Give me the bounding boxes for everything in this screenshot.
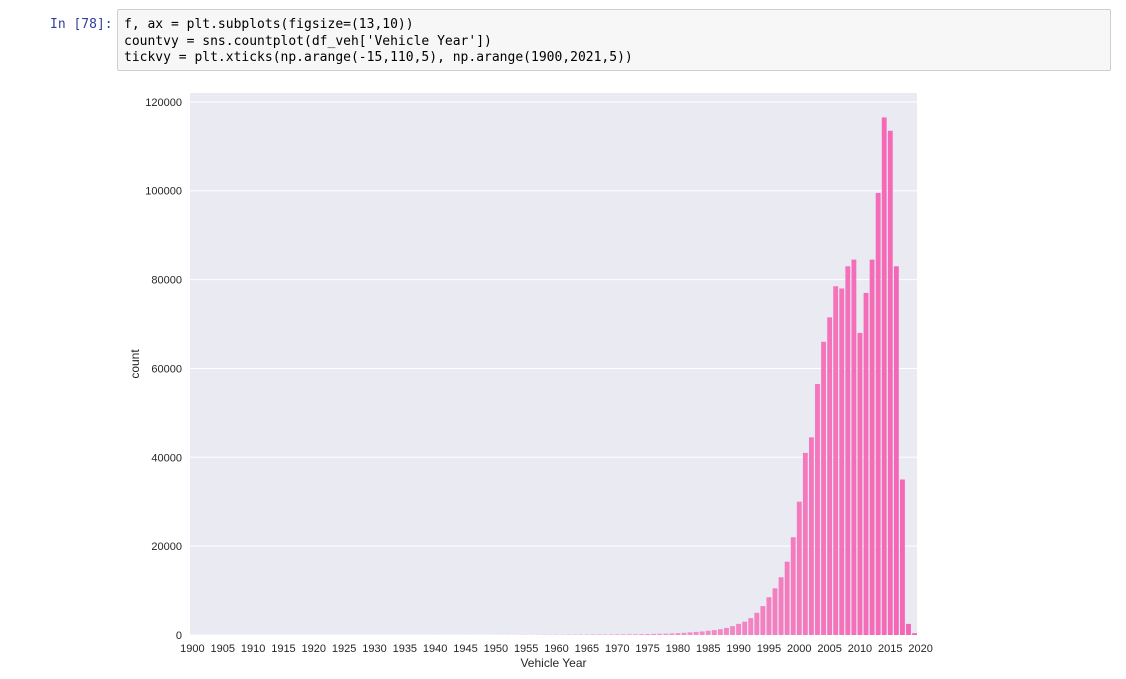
bar-2005 [827,317,833,635]
bar-1992 [748,618,754,635]
bar-1983 [693,631,699,635]
cell-prompt: In [78]: [50,17,113,32]
bar-1979 [669,633,675,635]
bar-1994 [760,606,766,635]
countplot-chart: 0 20000 40000 60000 80000 100000 120000 1900 190… [128,93,933,670]
x-tick-label: 1930 [362,643,386,655]
x-tick-label: 1965 [575,643,599,655]
bar-1995 [766,597,772,635]
bar-1967 [596,634,602,635]
bar-1981 [681,632,687,635]
bar-2008 [845,266,851,635]
x-tick-label: 1915 [271,643,295,655]
bar-2012 [869,259,875,635]
y-axis-label: count [128,349,142,379]
bar-1974 [639,634,644,635]
x-tick-label: 2020 [908,643,932,655]
x-tick-label: 1960 [544,643,568,655]
x-tick-label: 2000 [787,643,811,655]
x-tick-label: 1950 [484,643,508,655]
bar-1989 [730,626,735,635]
bar-1997 [778,577,784,635]
bar-1968 [602,634,608,635]
bar-1978 [663,633,669,635]
bar-1993 [754,612,760,635]
bar-2019 [912,633,917,635]
y-tick-label: 0 [176,630,182,642]
bar-1980 [675,633,681,635]
code-line-1: f, ax = plt.subplots(figsize=(13,10)) [124,17,414,32]
bar-1987 [717,629,723,635]
bar-2003 [815,383,820,635]
x-tick-label: 1900 [180,643,204,655]
bar-2001 [802,452,808,635]
x-tick-label: 1955 [514,643,538,655]
bar-2018 [906,623,911,635]
bar-1977 [657,633,663,635]
y-tick-label: 100000 [145,186,182,198]
x-tick-label: 2010 [848,643,872,655]
code-editor[interactable]: f, ax = plt.subplots(figsize=(13,10)) cou… [124,17,633,67]
bar-1999 [790,537,796,635]
x-tick-label: 1980 [666,643,690,655]
bar-2016 [893,266,899,635]
x-tick-label: 1990 [726,643,750,655]
bar-1972 [626,634,632,635]
x-tick-label: 1945 [453,643,477,655]
code-line-2: countvy = sns.countplot(df_veh['Vehicle … [124,33,492,49]
x-axis-label: Vehicle Year [520,656,586,670]
bar-2013 [875,192,881,635]
bar-1971 [620,634,626,635]
bar-2007 [839,288,845,635]
x-tick-label: 2015 [878,643,902,655]
y-tick-label: 80000 [151,275,182,287]
bar-2014 [881,117,887,635]
bar-1973 [632,634,638,635]
y-tick-label: 40000 [151,452,182,464]
bar-1998 [784,561,790,635]
bar-2011 [863,292,869,635]
bar-1969 [608,634,614,635]
bar-2009 [851,259,857,635]
bar-1986 [711,630,717,635]
bar-1996 [772,588,778,635]
x-tick-label: 1985 [696,643,720,655]
x-tick-label: 1975 [635,643,659,655]
x-tick-label: 1905 [211,643,235,655]
bar-1991 [742,621,748,635]
bar-2006 [833,286,839,635]
x-tick-label: 1920 [302,643,326,655]
x-tick-label: 1935 [393,643,417,655]
x-tick-label: 1970 [605,643,629,655]
bar-1976 [651,633,657,635]
bar-2010 [857,332,863,635]
x-tick-label: 1940 [423,643,447,655]
bar-2017 [900,479,905,635]
bar-1982 [687,632,693,635]
bar-1984 [699,631,705,635]
y-tick-label: 20000 [151,541,182,553]
bar-1985 [705,630,711,635]
plot-background [190,93,917,635]
y-tick-label: 120000 [145,97,182,109]
bar-2015 [887,130,893,635]
bar-1975 [645,634,650,635]
code-cell-input[interactable]: f, ax = plt.subplots(figsize=(13,10)) cou… [117,9,1111,71]
bar-1970 [614,634,620,635]
x-tick-label: 1910 [241,643,265,655]
y-tick-label: 60000 [151,363,182,375]
bar-1990 [736,623,742,635]
x-tick-label: 1925 [332,643,356,655]
bar-2002 [808,437,814,635]
bar-2000 [796,501,802,635]
x-tick-label: 2005 [817,643,841,655]
bar-2004 [821,341,826,635]
x-tick-label: 1995 [757,643,781,655]
code-line-3: tickvy = plt.xticks(np.arange(-15,110,5)… [124,50,633,65]
bar-1988 [724,627,729,635]
